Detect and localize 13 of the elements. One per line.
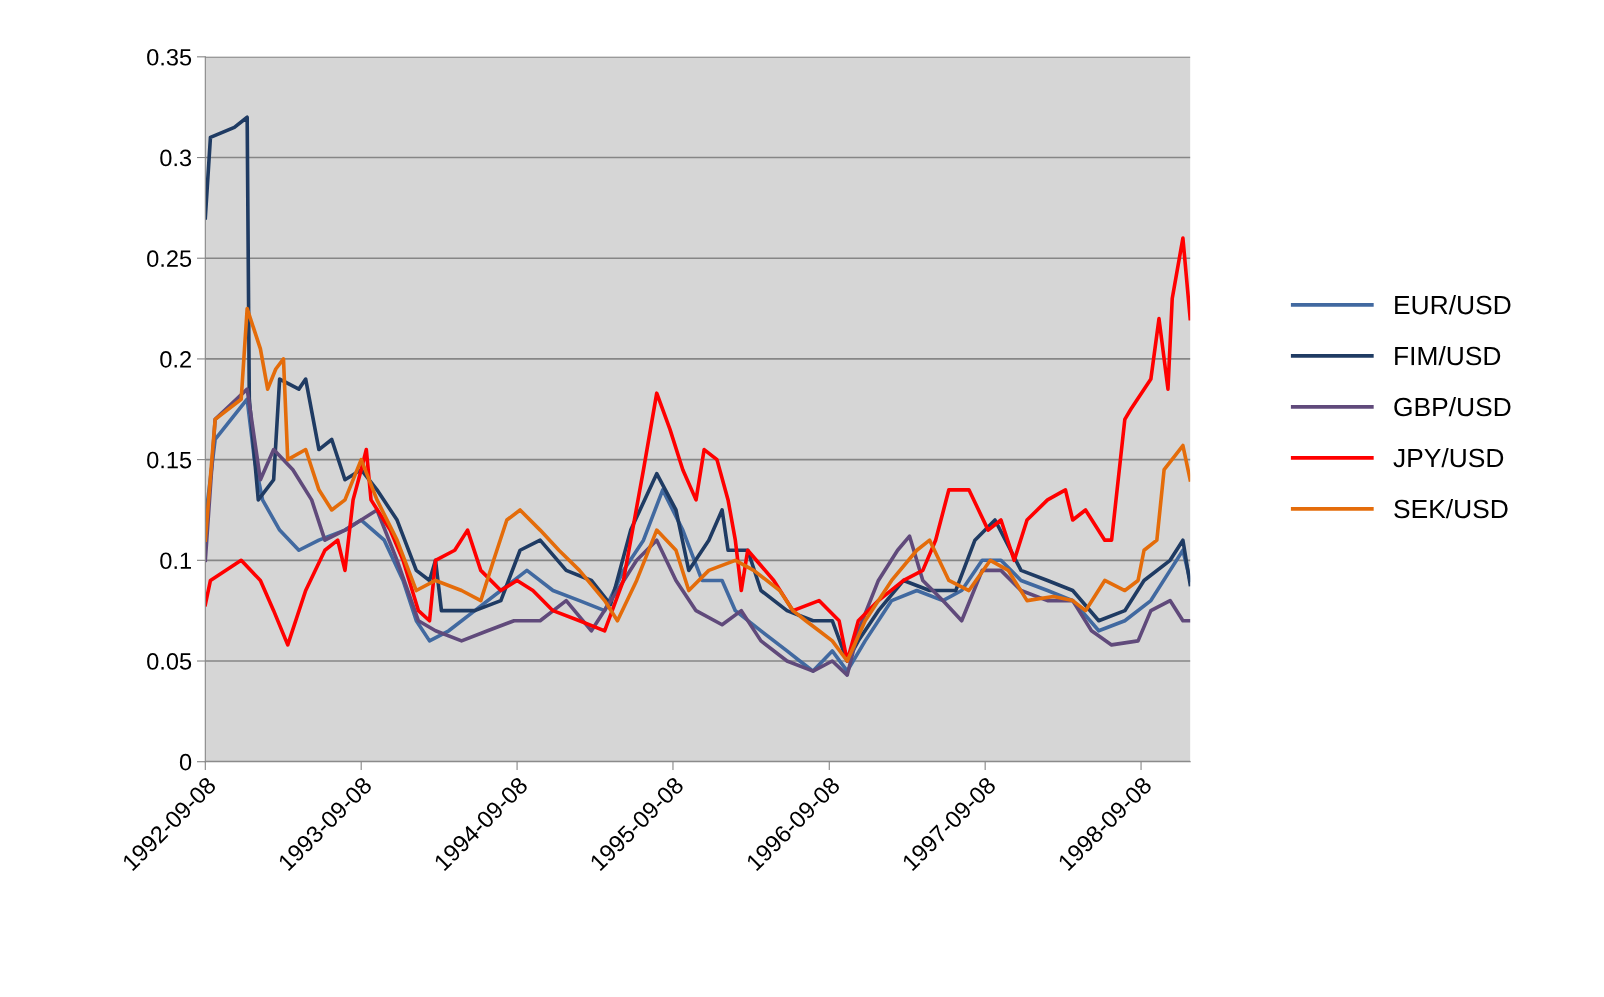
legend-label: SEK/USD (1394, 498, 1508, 519)
legend-label: EUR/USD (1395, 294, 1511, 315)
y-tick-label: 0.1 (160, 552, 191, 570)
y-tick-label: 0.25 (147, 250, 192, 268)
legend-label: FIM/USD (1395, 345, 1501, 366)
y-tick-label: 0.35 (147, 48, 192, 66)
y-tick-label: 0.05 (147, 653, 192, 670)
legend-label: GBP/USD (1394, 396, 1511, 417)
legend-label: JPY/USD (1393, 447, 1504, 468)
y-tick-label: 0 (179, 753, 192, 771)
y-tick-label: 0.2 (160, 350, 191, 368)
y-tick-label: 0.15 (147, 451, 192, 469)
y-tick-label: 0.3 (160, 149, 192, 167)
